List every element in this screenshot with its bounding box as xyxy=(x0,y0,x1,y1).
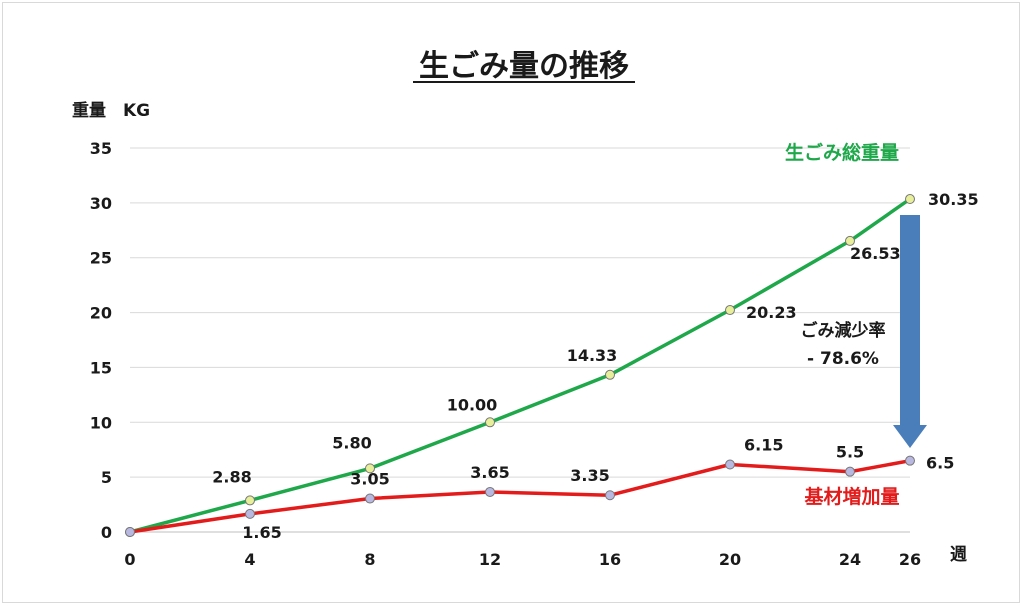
data-label-s1-6: 5.5 xyxy=(836,443,864,462)
y-tick-5: 5 xyxy=(101,468,112,487)
series-line-0 xyxy=(129,197,912,534)
x-tick-labels: 0 4 8 12 16 20 24 26 xyxy=(124,550,921,569)
x-tick-12: 12 xyxy=(479,550,501,569)
x-tick-16: 16 xyxy=(599,550,621,569)
data-point-s1-1 xyxy=(245,508,255,519)
series-line-1 xyxy=(129,458,911,534)
x-axis-label: 週 xyxy=(950,545,967,565)
series-label-total-weight: 生ごみ総重量 xyxy=(785,141,899,164)
data-point-s1-6 xyxy=(845,466,855,477)
reduction-rate-label: ごみ減少率 xyxy=(801,320,886,341)
series-points xyxy=(125,194,915,537)
data-point-s1-2 xyxy=(365,493,375,504)
data-point-s1-3 xyxy=(485,486,495,497)
data-point-s0-3 xyxy=(485,417,495,428)
x-tick-20: 20 xyxy=(719,550,741,569)
x-tick-8: 8 xyxy=(364,550,375,569)
data-label-s1-2: 3.05 xyxy=(350,470,389,489)
y-tick-10: 10 xyxy=(90,413,112,432)
data-label-s1-7: 6.5 xyxy=(926,454,954,473)
series-lines xyxy=(129,197,912,534)
data-label-s0-4: 14.33 xyxy=(567,346,618,365)
data-point-s0-2 xyxy=(365,463,375,474)
data-point-s0-5 xyxy=(725,305,735,316)
reduction-arrow-head xyxy=(893,425,927,448)
y-tick-labels: 0 5 10 15 20 25 30 35 xyxy=(90,139,112,542)
data-labels: 2.88 5.80 10.00 14.33 20.23 26.53 30.35 1.65 3.0… xyxy=(212,190,978,542)
y-tick-25: 25 xyxy=(90,249,112,268)
x-tick-4: 4 xyxy=(244,550,255,569)
data-label-s1-1: 1.65 xyxy=(242,523,281,542)
data-label-s1-4: 3.35 xyxy=(570,466,609,485)
data-label-s1-3: 3.65 xyxy=(470,463,509,482)
data-label-s0-3: 10.00 xyxy=(447,395,498,414)
y-tick-0: 0 xyxy=(101,523,112,542)
data-label-s1-5: 6.15 xyxy=(744,436,783,455)
data-label-s0-1: 2.88 xyxy=(212,467,251,486)
series-label-substrate-increase: 基材増加量 xyxy=(803,485,899,508)
y-tick-35: 35 xyxy=(90,139,112,158)
y-axis-label: 重量 KG xyxy=(72,100,150,121)
y-tick-15: 15 xyxy=(90,358,112,377)
data-point-s1-7 xyxy=(905,455,915,466)
data-label-s0-5: 20.23 xyxy=(746,303,797,322)
data-point-s0-7 xyxy=(905,194,915,205)
data-point-s0-1 xyxy=(245,495,255,506)
data-point-s0-4 xyxy=(605,369,615,380)
data-label-s0-2: 5.80 xyxy=(332,433,371,452)
y-tick-30: 30 xyxy=(90,194,112,213)
y-tick-20: 20 xyxy=(90,304,112,323)
x-tick-0: 0 xyxy=(124,550,135,569)
x-tick-24: 24 xyxy=(839,550,861,569)
reduction-arrow-shaft xyxy=(900,215,920,425)
data-point-s1-0 xyxy=(125,527,135,537)
gridlines xyxy=(130,147,910,533)
reduction-arrow xyxy=(893,215,927,448)
data-label-s0-7: 30.35 xyxy=(928,190,979,209)
x-tick-26: 26 xyxy=(899,550,921,569)
reduction-rate-value: - 78.6% xyxy=(807,349,879,369)
data-point-s1-5 xyxy=(725,459,735,470)
chart-title: 生ごみ量の推移 xyxy=(419,49,629,84)
data-point-s0-6 xyxy=(845,235,855,246)
data-point-s1-4 xyxy=(605,490,615,501)
data-label-s0-6: 26.53 xyxy=(850,244,901,263)
